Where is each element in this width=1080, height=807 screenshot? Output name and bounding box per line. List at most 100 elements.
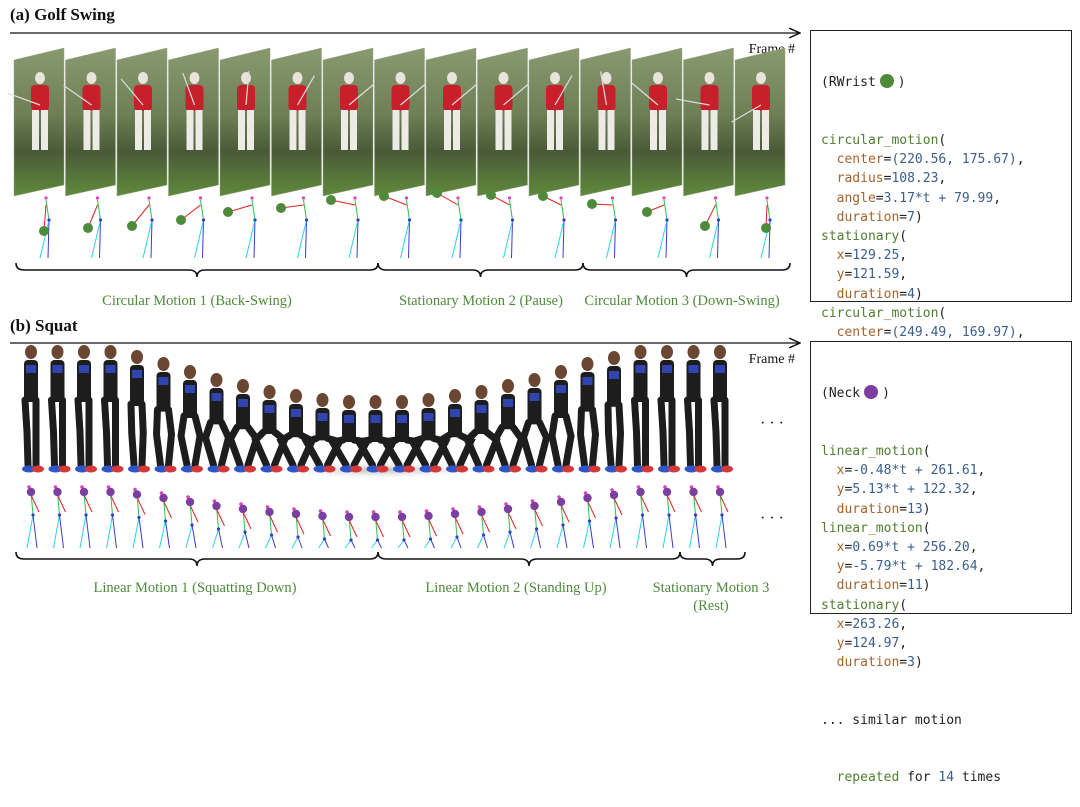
skeleton-joint — [636, 485, 641, 489]
squatter-shoe — [668, 465, 680, 473]
skeleton-leg — [159, 520, 166, 549]
squat-code-footer-count: 14 — [938, 770, 955, 786]
golf-skeleton — [39, 196, 51, 259]
skeleton-leg — [106, 514, 113, 549]
skeleton-arm — [693, 494, 702, 513]
golf-code-function: circular_motion — [821, 133, 939, 148]
golfer-leg — [289, 110, 297, 150]
squatter-head — [343, 395, 355, 409]
golfer-leg — [32, 110, 39, 150]
squatter-head — [78, 345, 90, 359]
squatter-shoe — [111, 465, 124, 473]
skeleton-joint — [561, 523, 565, 527]
squat-skeleton — [530, 499, 543, 549]
squat-skeleton — [238, 502, 252, 549]
squatter-leg — [21, 396, 32, 469]
squat-frame — [101, 345, 124, 473]
squatter-top-band — [211, 393, 222, 401]
squat-code-param-value: 11 — [907, 578, 923, 594]
squatter-head — [634, 345, 647, 359]
squat-skeleton — [106, 485, 119, 549]
squatter-leg — [127, 400, 138, 469]
squat-skeleton — [503, 502, 517, 549]
skeleton-arm — [375, 519, 384, 538]
skeleton-leg — [615, 517, 621, 549]
joint-color-dot-icon — [864, 385, 879, 400]
squatter-shoe — [297, 465, 309, 473]
golf-code-box: (RWrist) circular_motion( center=(220.56… — [810, 30, 1072, 397]
squatter-leg — [463, 428, 482, 469]
squatter-top-band — [26, 365, 36, 373]
squatter-shoe — [535, 465, 548, 473]
skeleton-joint — [349, 538, 353, 542]
squatter-leg — [138, 400, 147, 469]
skeleton-joint — [559, 196, 563, 200]
rwrist-marker-icon — [276, 203, 286, 213]
skeleton-leg — [530, 528, 537, 549]
golf-segment-label-2: Stationary Motion 2 (Pause) — [399, 293, 563, 309]
golfer-shirt — [237, 85, 255, 111]
squatter-shoe — [366, 465, 381, 473]
golf-segment-braces — [15, 262, 791, 278]
squat-skeleton — [477, 505, 490, 549]
golfer-leg — [547, 110, 554, 150]
squatter-top-band — [635, 365, 646, 373]
golf-club — [63, 85, 92, 106]
skeleton-arm — [640, 494, 649, 513]
neck-marker-icon — [556, 497, 566, 507]
squatter-top-band — [609, 371, 619, 379]
skeleton-joint — [459, 218, 463, 222]
squatter-top-band — [132, 370, 142, 378]
skeleton-leg — [614, 219, 616, 259]
golf-code-param-name: angle — [836, 190, 876, 206]
skeleton-joint — [110, 513, 115, 517]
squatter-shoe — [658, 465, 672, 473]
skeleton-joint — [253, 218, 257, 222]
skeleton-joint — [610, 488, 614, 492]
skeleton-joint — [190, 523, 194, 527]
skeleton-joint — [713, 196, 718, 200]
squat-code-footer-repeated: repeated — [836, 770, 900, 786]
skeleton-leg — [132, 517, 140, 549]
neck-marker-icon — [79, 487, 89, 497]
skeleton-arm — [507, 511, 517, 530]
golfer-head — [35, 72, 45, 84]
golf-code-param-value: 121.59 — [852, 267, 900, 283]
skeleton-joint — [716, 218, 721, 222]
skeleton-leg — [165, 520, 170, 549]
skeleton-leg — [562, 524, 568, 549]
skeleton-arm — [83, 494, 93, 513]
skeleton-leg — [344, 539, 352, 549]
skeleton-leg — [356, 219, 359, 259]
squat-frame — [407, 393, 451, 473]
squat-code-footer-1: ... similar motion — [821, 712, 962, 728]
skeleton-joint — [663, 485, 667, 489]
skeleton-joint — [562, 218, 566, 222]
squatter-shoe — [472, 465, 487, 473]
squat-code-param-value: 3 — [907, 655, 915, 671]
squatter-shoe — [244, 465, 256, 473]
squat-frame — [21, 345, 44, 473]
golf-code-function: circular_motion — [821, 305, 939, 321]
golfer-shirt — [700, 85, 719, 111]
skeleton-leg — [305, 219, 307, 259]
squatter-shoe — [578, 465, 593, 473]
skeleton-arm — [216, 508, 225, 527]
golfer-leg — [195, 110, 203, 150]
rwrist-marker-icon — [700, 221, 710, 231]
squatter-leg — [519, 418, 535, 469]
squat-panel-title: (b) Squat — [10, 316, 78, 335]
squatter-top-band — [52, 365, 63, 373]
squatter-head — [687, 345, 700, 359]
skeleton-torso — [663, 199, 668, 221]
squat-code-function: linear_motion — [821, 520, 923, 536]
skeleton-leg — [695, 514, 700, 549]
squatter-leg — [435, 431, 456, 469]
squat-frame — [604, 351, 627, 473]
squat-frame — [127, 350, 150, 473]
squatter-shoe — [270, 465, 283, 473]
golf-frame — [631, 47, 683, 197]
skeleton-joint — [304, 218, 309, 222]
skeleton-leg — [450, 536, 458, 549]
squat-skeleton — [53, 485, 66, 549]
